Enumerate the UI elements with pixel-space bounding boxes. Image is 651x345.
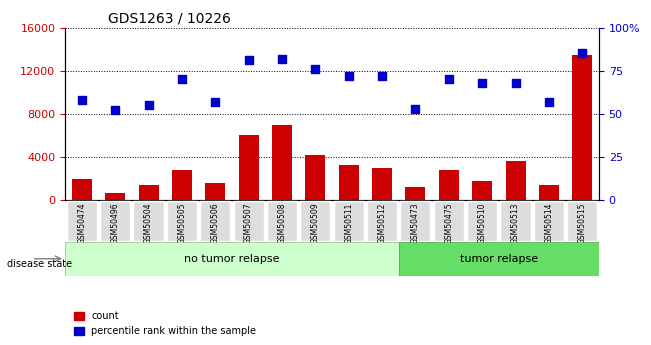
Text: GSM50512: GSM50512	[378, 202, 387, 244]
FancyBboxPatch shape	[167, 201, 197, 241]
Text: GSM50506: GSM50506	[211, 202, 220, 244]
FancyBboxPatch shape	[201, 201, 230, 241]
Point	[544, 99, 554, 105]
FancyBboxPatch shape	[133, 201, 163, 241]
Bar	[339, 165, 359, 200]
Text: GSM50474: GSM50474	[77, 202, 87, 244]
Bar	[139, 185, 159, 200]
Point	[344, 73, 354, 79]
Text: GSM50504: GSM50504	[144, 202, 153, 244]
Point	[176, 77, 187, 82]
FancyBboxPatch shape	[398, 241, 599, 276]
Text: GSM50475: GSM50475	[444, 202, 453, 244]
FancyBboxPatch shape	[234, 201, 264, 241]
Bar	[372, 168, 392, 200]
Text: GSM50507: GSM50507	[244, 202, 253, 244]
FancyBboxPatch shape	[467, 201, 497, 241]
FancyBboxPatch shape	[434, 201, 464, 241]
Bar	[572, 55, 592, 200]
Bar	[505, 161, 525, 200]
FancyBboxPatch shape	[334, 201, 364, 241]
Text: GSM50511: GSM50511	[344, 202, 353, 244]
FancyBboxPatch shape	[267, 201, 297, 241]
Point	[143, 102, 154, 108]
FancyBboxPatch shape	[534, 201, 564, 241]
Text: GSM50505: GSM50505	[177, 202, 186, 244]
Text: GDS1263 / 10226: GDS1263 / 10226	[108, 11, 230, 25]
Bar	[238, 135, 258, 200]
Bar	[105, 193, 125, 200]
Point	[443, 77, 454, 82]
Point	[477, 80, 488, 86]
Bar	[72, 179, 92, 200]
Bar	[539, 185, 559, 200]
Text: GSM50513: GSM50513	[511, 202, 520, 244]
Text: GSM50473: GSM50473	[411, 202, 420, 244]
Bar	[406, 187, 425, 200]
Text: disease state: disease state	[7, 259, 72, 269]
Point	[277, 56, 287, 61]
Point	[377, 73, 387, 79]
Point	[77, 97, 87, 103]
Bar	[305, 155, 326, 200]
FancyBboxPatch shape	[501, 201, 531, 241]
Point	[310, 66, 320, 72]
Bar	[272, 125, 292, 200]
FancyBboxPatch shape	[100, 201, 130, 241]
Point	[577, 51, 587, 56]
FancyBboxPatch shape	[567, 201, 597, 241]
Point	[410, 106, 421, 111]
Text: GSM50509: GSM50509	[311, 202, 320, 244]
Text: GSM50510: GSM50510	[478, 202, 487, 244]
Bar	[439, 170, 459, 200]
FancyBboxPatch shape	[65, 241, 398, 276]
Text: GSM50515: GSM50515	[577, 202, 587, 244]
Bar	[172, 170, 192, 200]
FancyBboxPatch shape	[300, 201, 330, 241]
Point	[210, 99, 221, 105]
FancyBboxPatch shape	[67, 201, 97, 241]
Text: no tumor relapse: no tumor relapse	[184, 254, 280, 264]
Text: GSM50508: GSM50508	[277, 202, 286, 244]
Text: tumor relapse: tumor relapse	[460, 254, 538, 264]
Legend: count, percentile rank within the sample: count, percentile rank within the sample	[70, 307, 260, 340]
Text: GSM50514: GSM50514	[544, 202, 553, 244]
FancyBboxPatch shape	[400, 201, 430, 241]
Bar	[472, 181, 492, 200]
Point	[243, 58, 254, 63]
Bar	[205, 183, 225, 200]
Text: GSM50496: GSM50496	[111, 202, 120, 244]
FancyBboxPatch shape	[367, 201, 397, 241]
Point	[510, 80, 521, 86]
Point	[110, 108, 120, 113]
